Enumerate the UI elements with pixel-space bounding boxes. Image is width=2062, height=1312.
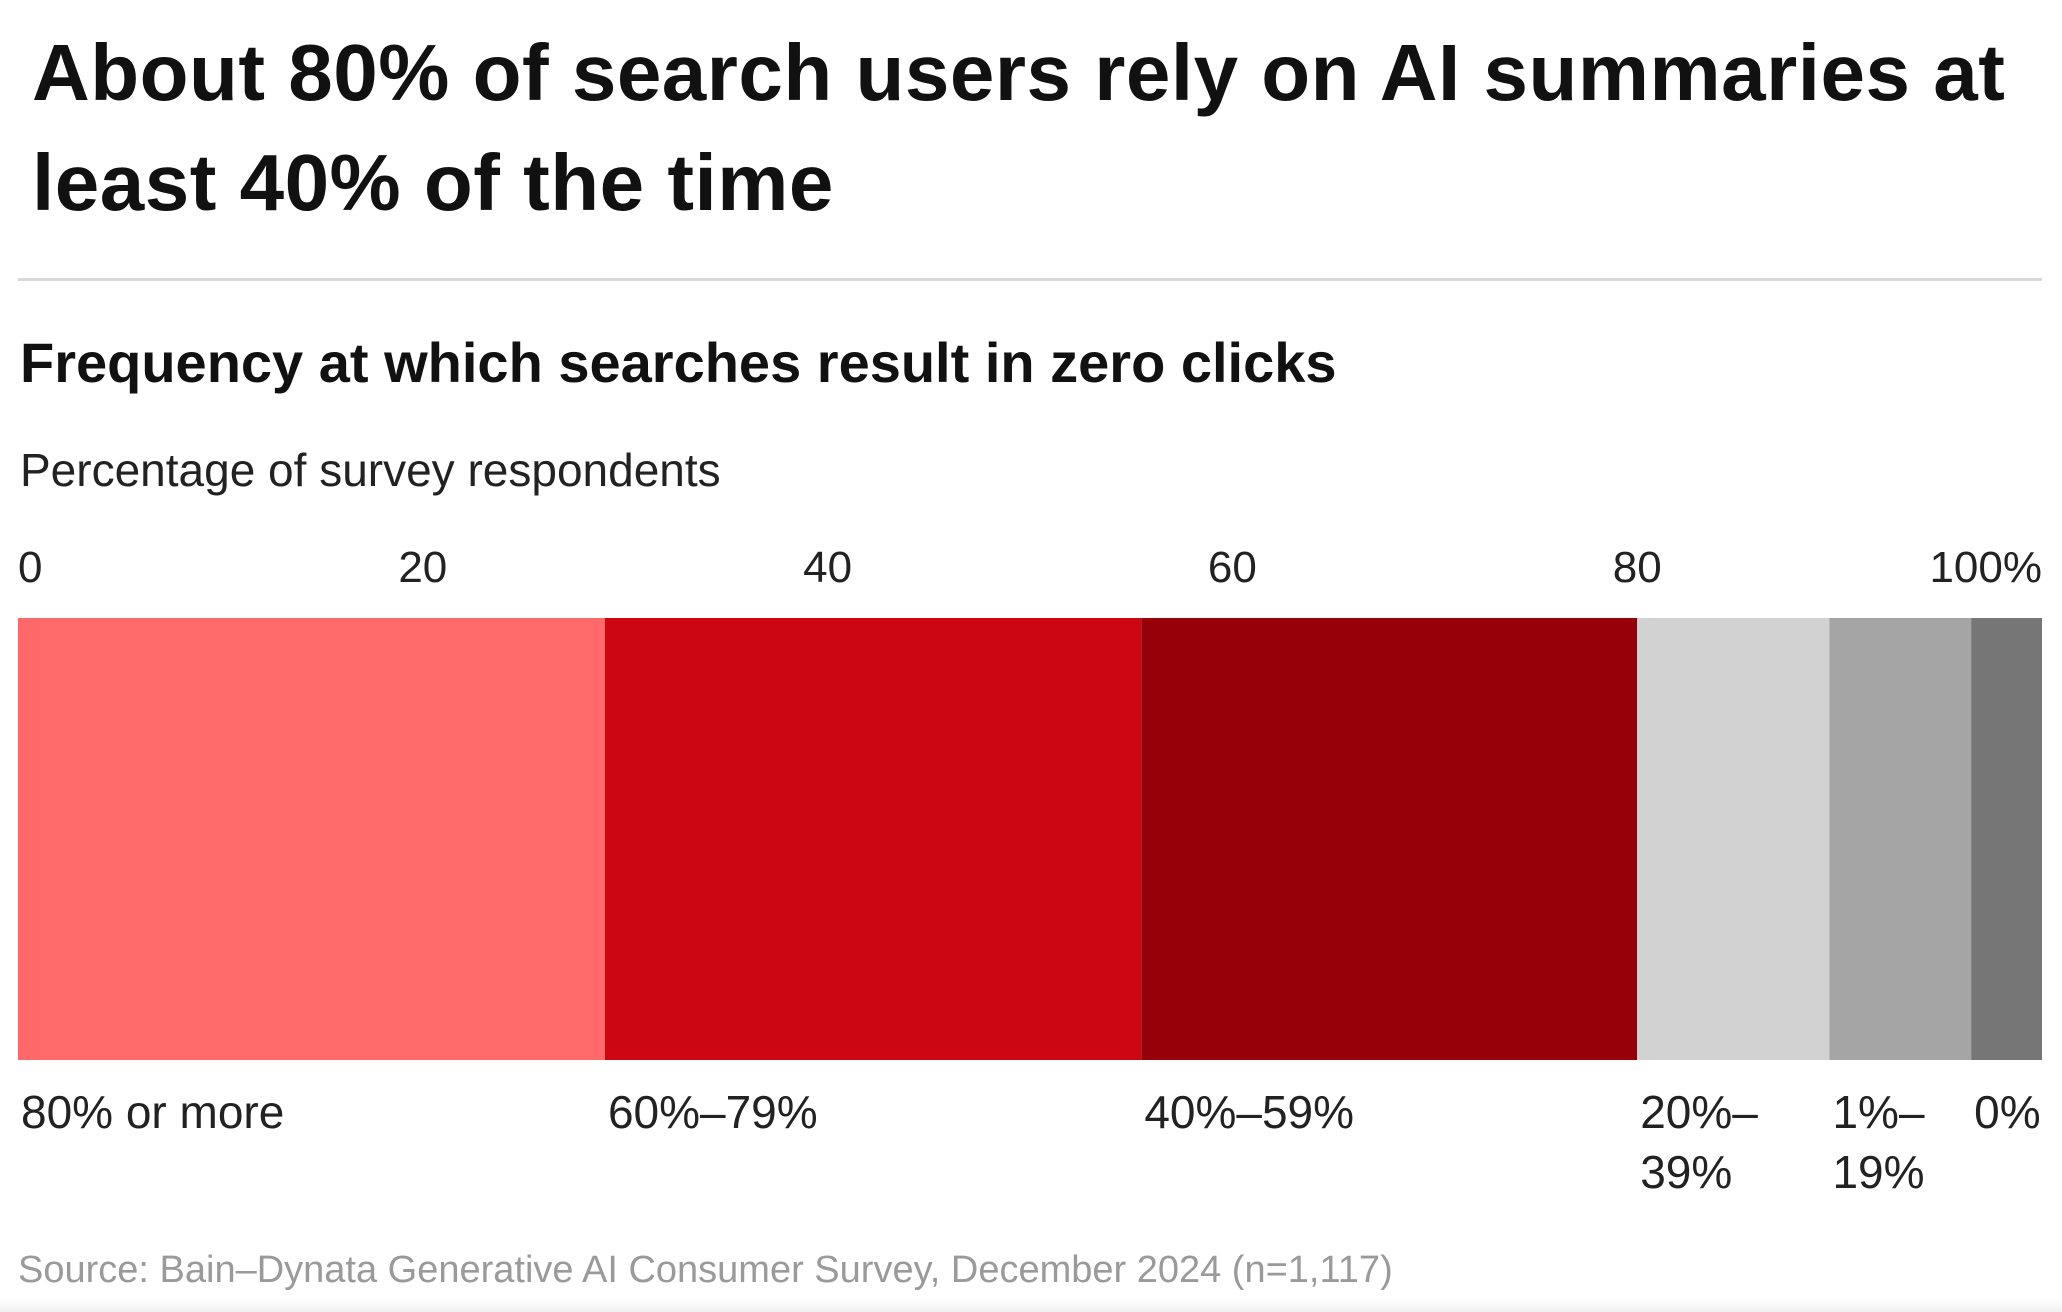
bar-segment <box>1829 618 1972 1060</box>
x-tick-label: 60 <box>1208 543 1257 592</box>
bar-segment <box>604 618 1142 1060</box>
x-axis: 0 20 40 60 80 100% <box>18 543 2042 592</box>
divider <box>18 278 2042 281</box>
x-tick-label: 40 <box>803 543 852 592</box>
bar-segment <box>1141 618 1638 1060</box>
x-tick-label: 80 <box>1613 543 1662 592</box>
headline: About 80% of search users rely on AI sum… <box>32 28 2006 227</box>
x-tick-label: 100% <box>1929 543 2042 592</box>
bar-segment <box>1971 618 2042 1060</box>
bar-segment <box>1637 618 1830 1060</box>
bar-segments <box>18 618 2042 1060</box>
bottom-edge <box>0 1298 2062 1312</box>
stacked-bar-chart: 0 20 40 60 80 100% 80% or more 60%–79% 40%–59% 2… <box>18 543 2042 1198</box>
segment-label: 0% <box>1974 1086 2040 1138</box>
segment-label: 39% <box>1640 1146 1732 1198</box>
x-tick-label: 0 <box>18 543 42 592</box>
bar-segment <box>18 618 605 1060</box>
segment-label: 40%–59% <box>1144 1086 1354 1138</box>
segment-label: 80% or more <box>21 1086 284 1138</box>
chart-title: Frequency at which searches result in ze… <box>20 331 1337 394</box>
segment-label: 1%– <box>1832 1086 1924 1138</box>
segment-label: 19% <box>1832 1146 1924 1198</box>
x-tick-label: 20 <box>398 543 447 592</box>
segment-label: 20%– <box>1640 1086 1758 1138</box>
segment-label: 60%–79% <box>608 1086 818 1138</box>
category-labels: 80% or more 60%–79% 40%–59% 20%– 39% 1%– 19% 0% <box>21 1086 2041 1198</box>
chart-subtitle: Percentage of survey respondents <box>20 444 721 496</box>
source-note: Source: Bain–Dynata Generative AI Consum… <box>18 1249 1393 1291</box>
